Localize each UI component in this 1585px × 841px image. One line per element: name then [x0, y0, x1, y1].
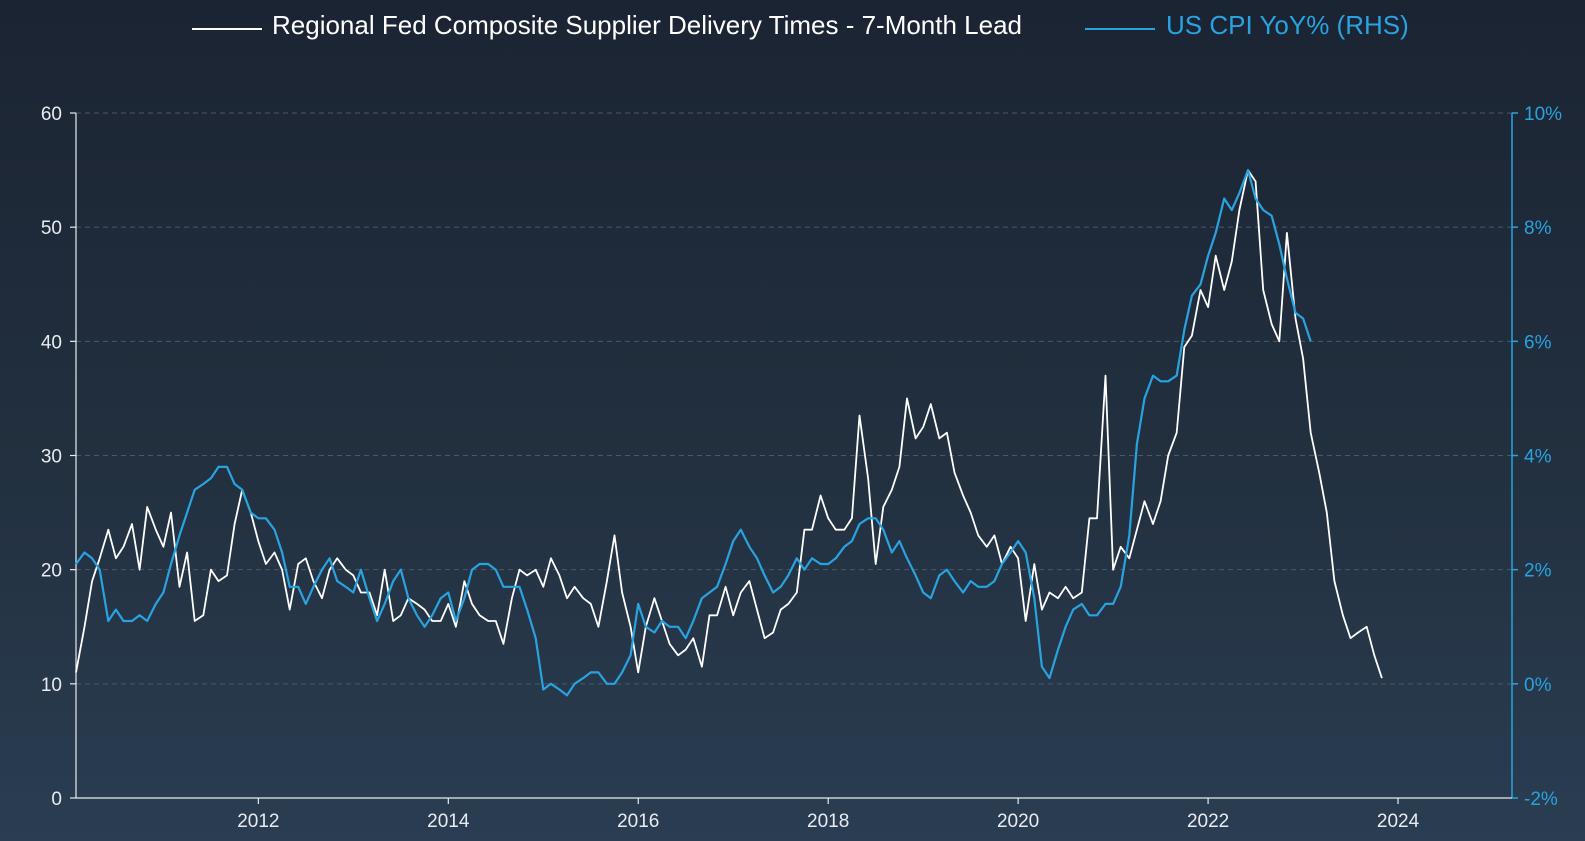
- x-tick-label: 2024: [1377, 811, 1420, 832]
- series-line-cpi: [75, 169, 1312, 697]
- y-left-tick-label: 40: [41, 332, 62, 353]
- y-left-tick-label: 20: [41, 561, 62, 582]
- y-right-tick-label: 8%: [1524, 218, 1552, 239]
- y-left-tick-label: 0: [51, 789, 62, 810]
- x-tick-label: 2022: [1187, 811, 1229, 832]
- legend-label-delivery-times: Regional Fed Composite Supplier Delivery…: [272, 10, 1022, 40]
- axes: [75, 113, 1513, 799]
- y-right-tick-label: 10%: [1524, 104, 1562, 125]
- x-tick-label: 2014: [427, 811, 470, 832]
- series: [75, 169, 1383, 697]
- x-tick-label: 2012: [237, 811, 279, 832]
- series-line-delivery-times: [75, 169, 1383, 679]
- tick-labels: 0 10 20 30 40 50 60 -2% 0% 2% 4% 6% 8% 10% 2012 2014 201…: [41, 104, 1562, 832]
- legend-label-cpi: US CPI YoY% (RHS): [1166, 10, 1409, 40]
- y-right-tick-label: 4%: [1524, 447, 1552, 468]
- x-tick-label: 2020: [997, 811, 1039, 832]
- y-right-tick-label: 2%: [1524, 561, 1552, 582]
- x-tick-label: 2018: [807, 811, 849, 832]
- y-left-tick-label: 60: [41, 104, 62, 125]
- y-left-tick-label: 30: [41, 447, 62, 468]
- y-right-tick-label: 0%: [1524, 675, 1552, 696]
- legend: Regional Fed Composite Supplier Delivery…: [192, 10, 1409, 40]
- x-tick-label: 2016: [617, 811, 659, 832]
- y-right-tick-label: 6%: [1524, 332, 1552, 353]
- y-left-tick-label: 50: [41, 218, 62, 239]
- y-left-tick-label: 10: [41, 675, 62, 696]
- y-right-tick-label: -2%: [1524, 789, 1558, 810]
